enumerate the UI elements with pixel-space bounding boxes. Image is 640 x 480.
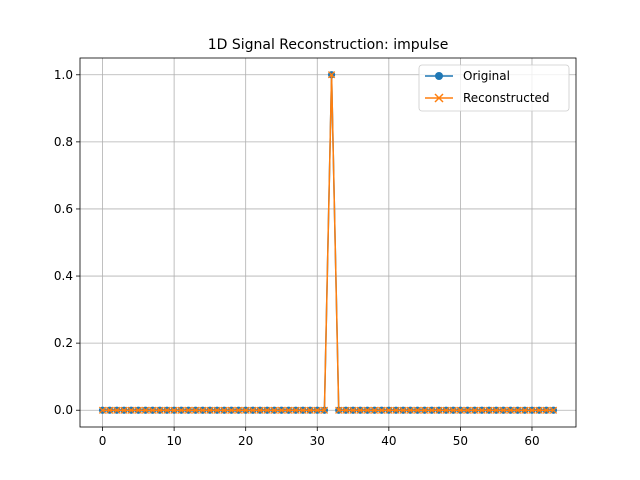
data-point-reconstructed — [521, 406, 529, 414]
data-point-reconstructed — [163, 406, 171, 414]
data-point-reconstructed — [335, 406, 343, 414]
axes: 0 10 20 30 40 50 60 0.0 0.2 0.4 0.6 0.8 1.0 — [54, 57, 577, 448]
data-point-reconstructed — [456, 406, 465, 414]
legend-marker-original — [435, 72, 443, 80]
x-tick-label: 20 — [238, 434, 253, 448]
data-point-reconstructed — [249, 406, 257, 414]
y-tick-label: 1.0 — [54, 68, 73, 82]
data-point-reconstructed — [191, 406, 200, 414]
data-point-reconstructed — [349, 406, 357, 414]
data-point-reconstructed — [213, 406, 221, 414]
data-point-reconstructed — [270, 406, 278, 414]
data-point-reconstructed — [478, 406, 486, 414]
x-tick-label: 50 — [453, 434, 468, 448]
legend-label-reconstructed: Reconstructed — [463, 91, 550, 105]
data-point-reconstructed — [370, 406, 379, 414]
data-point-reconstructed — [148, 406, 157, 414]
x-tick-label: 60 — [524, 434, 539, 448]
data-point-reconstructed — [320, 406, 329, 414]
data-point-reconstructed — [141, 406, 150, 414]
data-point-reconstructed — [256, 406, 264, 414]
data-point-reconstructed — [471, 406, 479, 414]
data-point-reconstructed — [313, 406, 321, 414]
data-point-reconstructed — [435, 406, 443, 414]
x-tick-label: 30 — [310, 434, 325, 448]
data-point-reconstructed — [306, 406, 314, 414]
data-point-reconstructed — [549, 406, 558, 414]
axes-frame — [79, 57, 577, 428]
data-point-reconstructed — [98, 406, 107, 414]
data-point-reconstructed — [406, 406, 414, 414]
data-point-reconstructed — [242, 406, 250, 414]
plot-series — [98, 71, 558, 414]
data-point-reconstructed — [535, 406, 543, 414]
y-tick-label: 0.8 — [54, 135, 73, 149]
data-point-reconstructed — [299, 406, 307, 414]
y-tick-label: 0.4 — [54, 269, 73, 283]
data-point-reconstructed — [514, 406, 522, 414]
data-point-reconstructed — [428, 406, 436, 414]
y-tick-label: 0.2 — [54, 336, 73, 350]
legend-label-original: Original — [463, 69, 510, 83]
data-point-reconstructed — [363, 406, 372, 414]
data-point-reconstructed — [392, 406, 400, 414]
data-point-reconstructed — [528, 406, 536, 414]
data-point-reconstructed — [156, 406, 164, 414]
data-point-reconstructed — [542, 406, 550, 414]
data-point-reconstructed — [177, 406, 185, 414]
data-point-reconstructed — [342, 406, 350, 414]
x-tick-label: 40 — [381, 434, 396, 448]
data-point-reconstructed — [127, 406, 135, 414]
y-tick-label: 0.6 — [54, 202, 73, 216]
y-tick-label: 0.0 — [54, 403, 73, 417]
data-point-reconstructed — [277, 406, 286, 414]
x-tick-label: 0 — [99, 434, 107, 448]
series-line-reconstructed — [102, 74, 554, 411]
data-point-reconstructed — [485, 406, 493, 414]
data-point-reconstructed — [284, 406, 293, 414]
data-point-reconstructed — [327, 71, 336, 79]
data-point-reconstructed — [106, 406, 114, 414]
data-point-reconstructed — [506, 406, 515, 414]
data-point-reconstructed — [499, 406, 508, 414]
data-point-reconstructed — [234, 406, 243, 414]
data-point-reconstructed — [263, 406, 271, 414]
data-point-reconstructed — [356, 406, 364, 414]
legend-frame — [418, 64, 570, 112]
data-point-reconstructed — [220, 406, 228, 414]
data-point-reconstructed — [442, 406, 450, 414]
data-point-reconstructed — [413, 406, 422, 414]
data-point-reconstructed — [184, 406, 193, 414]
legend-marker-reconstructed — [434, 93, 444, 103]
data-point-reconstructed — [292, 406, 300, 414]
data-point-reconstructed — [420, 406, 429, 414]
chart-title: 1D Signal Reconstruction: impulse — [208, 37, 449, 53]
legend: Original Reconstructed — [418, 64, 570, 112]
data-point-reconstructed — [385, 406, 393, 414]
data-point-reconstructed — [170, 406, 178, 414]
data-point-reconstructed — [449, 406, 457, 414]
data-point-reconstructed — [113, 406, 121, 414]
data-point-reconstructed — [227, 406, 236, 414]
data-point-reconstructed — [206, 406, 214, 414]
data-point-reconstructed — [120, 406, 128, 414]
data-point-reconstructed — [134, 406, 142, 414]
x-tick-label: 10 — [166, 434, 181, 448]
data-point-reconstructed — [199, 406, 207, 414]
data-point-reconstructed — [399, 406, 407, 414]
data-point-reconstructed — [463, 406, 472, 414]
data-point-reconstructed — [378, 406, 386, 414]
data-point-reconstructed — [492, 406, 500, 414]
